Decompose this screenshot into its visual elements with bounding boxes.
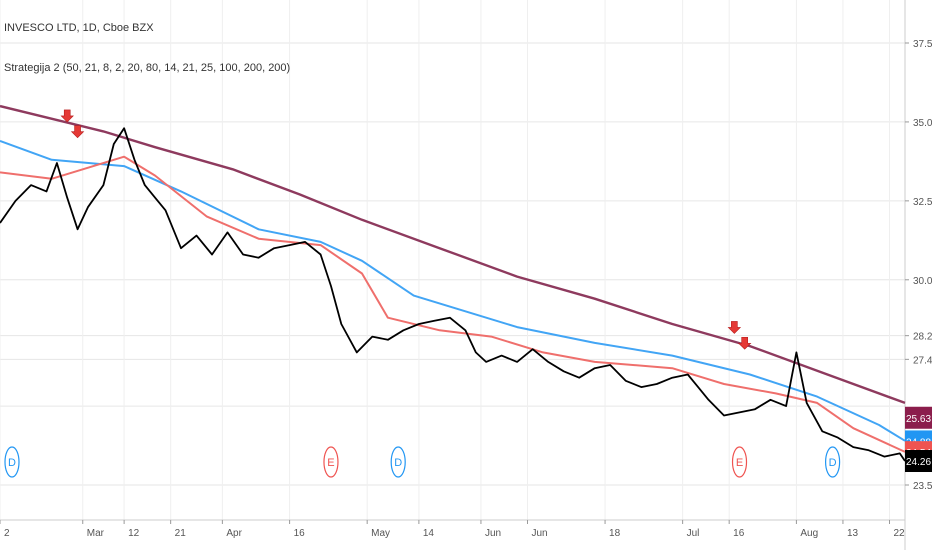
- sell-arrow-icon: [70, 125, 85, 139]
- event-label: D: [394, 457, 402, 469]
- x-tick-label: Mar: [87, 528, 105, 539]
- x-tick-label: 13: [847, 528, 859, 539]
- y-tick-label: 23.50: [913, 481, 932, 492]
- series-ma21: [0, 155, 906, 453]
- x-tick-label: Aug: [800, 528, 818, 539]
- x-tick-label: 12: [128, 528, 140, 539]
- strategy-label: Strategija 2 (50, 21, 8, 2, 20, 80, 14, …: [4, 62, 291, 74]
- x-tick-label: 2: [4, 528, 10, 539]
- price-label-box: [905, 450, 932, 473]
- event-label: E: [736, 457, 743, 469]
- series-ma200: [0, 104, 906, 405]
- event-label: D: [8, 457, 16, 469]
- x-tick-label: 18: [609, 528, 621, 539]
- y-tick-label: 32.50: [913, 197, 932, 208]
- event-marker: [390, 446, 406, 478]
- x-tick-label: Jun: [531, 528, 547, 539]
- x-tick-label: Apr: [226, 528, 242, 539]
- y-tick-label: 37.50: [913, 39, 932, 50]
- x-tick-label: Jul: [687, 528, 700, 539]
- x-tick-label: 16: [294, 528, 306, 539]
- x-tick-label: 16: [733, 528, 745, 539]
- event-marker: [4, 446, 20, 478]
- signals: [60, 109, 752, 350]
- y-tick-label: 30.00: [913, 276, 932, 287]
- sell-arrow-icon: [727, 321, 742, 334]
- event-label: D: [829, 457, 837, 469]
- x-tick-label: 21: [175, 528, 187, 539]
- x-tick-label: May: [371, 528, 390, 539]
- y-tick-label: 27.48: [913, 355, 932, 366]
- event-marker: [323, 446, 339, 478]
- event-marker: [731, 446, 748, 478]
- x-axis: 2 Mar 12 21 Apr 16 May 14 Jun Jun 18 Jul 16 Aug 13 22: [0, 520, 905, 539]
- x-tick-label: 14: [423, 528, 435, 539]
- chart-title: INVESCO LTD, 1D, Cboe BZX: [4, 22, 154, 34]
- series-ma50: [0, 139, 906, 442]
- y-axis: 37.50 35.00 32.50 30.00 28.23 27.48 23.50: [905, 39, 932, 492]
- price-label-box: [905, 406, 932, 429]
- x-tick-label: 22: [893, 528, 905, 539]
- series-lines: [0, 104, 906, 462]
- sell-arrow-icon: [737, 336, 752, 350]
- event-marker: [824, 446, 841, 478]
- x-tick-label: Jun: [485, 528, 501, 539]
- y-tick-label: 28.23: [913, 332, 932, 343]
- event-label: E: [327, 457, 334, 469]
- sell-arrow-icon: [60, 109, 74, 123]
- series-close: [0, 127, 906, 462]
- price-label: 24.26: [906, 457, 931, 468]
- price-label: 25.63: [906, 414, 931, 425]
- grid: [0, 0, 906, 550]
- y-tick-label: 35.00: [913, 118, 932, 129]
